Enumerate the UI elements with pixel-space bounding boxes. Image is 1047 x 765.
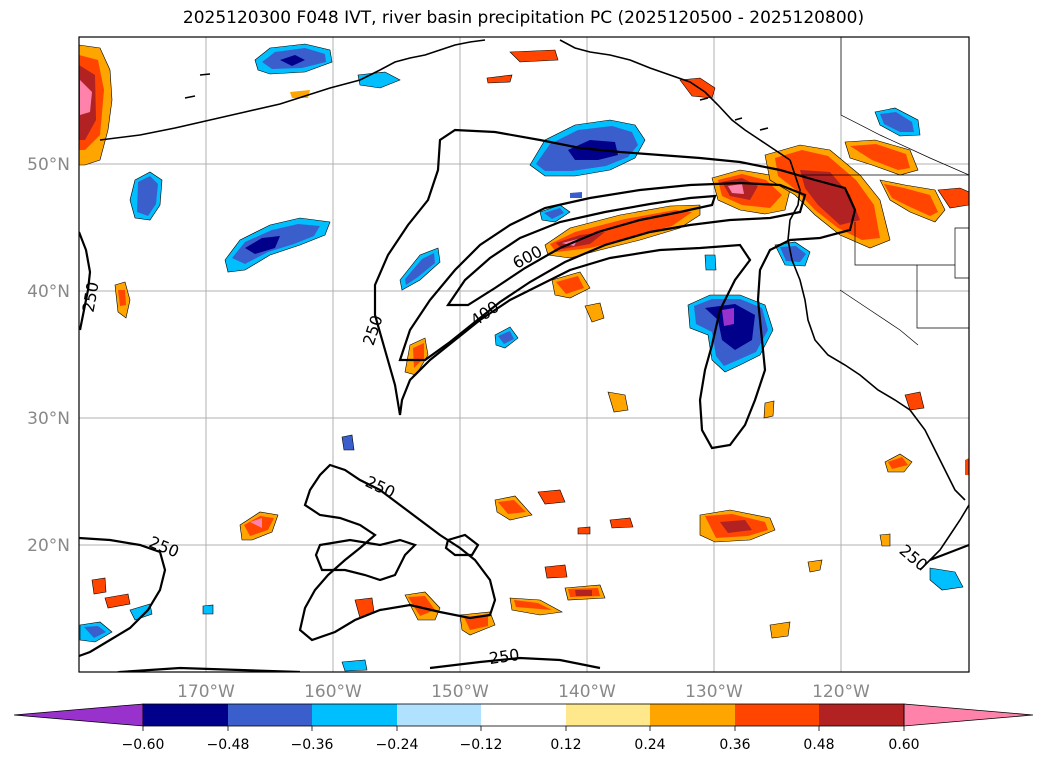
lon-tick-130w: 130°W [685,682,743,702]
colorbar-tick-label: 0.48 [803,737,834,753]
ivt-contours [79,128,969,672]
colorbar-bin-1 [143,704,228,726]
colorbar-tick-label: −0.24 [376,737,419,753]
colorbar: −0.60 −0.48 −0.36 −0.24 −0.12 0.12 0.24 … [13,703,1034,753]
colorbar-tick-label: 0.60 [888,737,919,753]
lon-tick-170w: 170°W [177,682,235,702]
colorbar-bin-2 [228,704,312,726]
colorbar-tick-label: −0.36 [291,737,334,753]
colorbar-tick-label: 0.12 [550,737,581,753]
colorbar-bin-7 [650,704,735,726]
colorbar-extend-high [903,703,1034,727]
lat-tick-labels: 50°N 40°N 30°N 20°N [27,155,70,556]
colorbar-tick-label: 0.24 [634,737,665,753]
lat-tick-50n: 50°N [27,155,70,175]
lon-tick-160w: 160°W [304,682,362,702]
colorbar-tick-label: −0.60 [122,737,165,753]
colorbar-tick-label: 0.36 [719,737,750,753]
map-border [78,36,970,673]
colorbar-bin-8 [735,704,819,726]
ivt-label-250-south: 250 [488,645,521,668]
map-area [79,37,969,672]
colorbar-bin-3 [312,704,397,726]
lon-tick-140w: 140°W [558,682,616,702]
lon-tick-120w: 120°W [812,682,870,702]
lon-tick-150w: 150°W [431,682,489,702]
colorbar-extend-low [13,703,144,727]
colorbar-tick-label: −0.48 [207,737,250,753]
colorbar-bin-4 [397,704,481,726]
lat-tick-30n: 30°N [27,409,70,429]
colorbar-tick-label: −0.12 [460,737,503,753]
colorbar-bin-5 [481,704,566,726]
colorbar-bin-6 [566,704,650,726]
political-borders [800,37,969,346]
map-content [79,37,969,672]
colorbar-bin-9 [819,704,904,726]
lon-tick-labels: 170°W 160°W 150°W 140°W 130°W 120°W [177,682,870,702]
lat-tick-40n: 40°N [27,282,70,302]
map-title: 2025120300 F048 IVT, river basin precipi… [182,8,865,28]
lat-tick-20n: 20°N [27,536,70,556]
